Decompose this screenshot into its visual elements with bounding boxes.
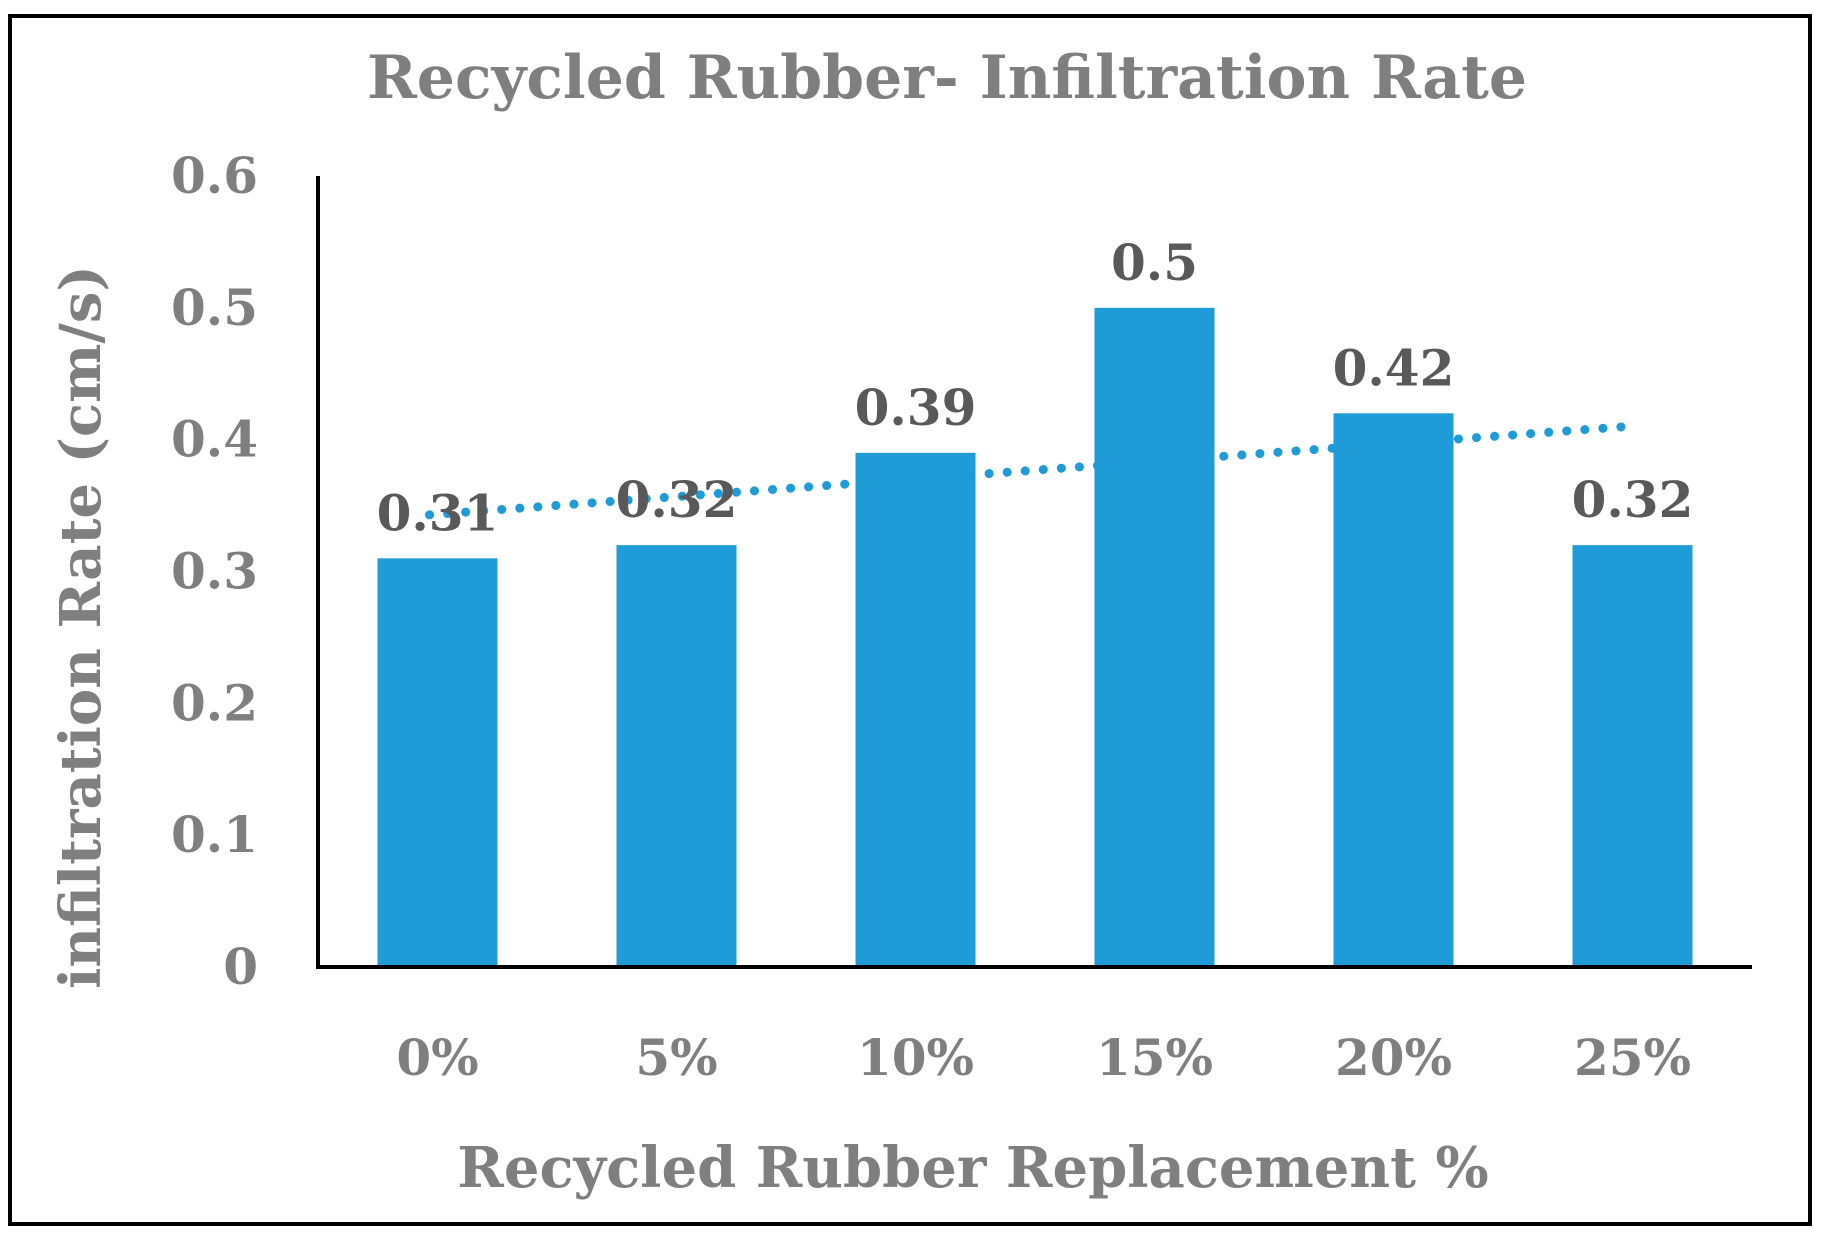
trendline: [425, 421, 1632, 520]
bar-2: [855, 452, 976, 968]
bar-5: [1572, 545, 1693, 967]
bars-group: [377, 307, 1693, 968]
x-tick-label-3: 15%: [1096, 1028, 1213, 1087]
data-labels-group: 0.31 0.32 0.39 0.5 0.42 0.32: [377, 233, 1694, 542]
bar-1: [616, 545, 737, 967]
y-tick-label-6: 0.6: [171, 146, 258, 205]
y-tick-label-5: 0.5: [171, 278, 258, 337]
bar-0: [377, 558, 498, 967]
x-tick-label-4: 20%: [1335, 1028, 1452, 1087]
bar-3: [1094, 307, 1215, 967]
data-label-2: 0.39: [855, 378, 977, 437]
bar-4: [1333, 413, 1454, 967]
x-tick-labels-group: 0% 5% 10% 15% 20% 25%: [396, 1028, 1691, 1087]
x-tick-label-5: 25%: [1574, 1028, 1691, 1087]
data-label-1: 0.32: [616, 470, 738, 529]
x-tick-label-2: 10%: [857, 1028, 974, 1087]
y-tick-label-4: 0.4: [171, 410, 258, 469]
data-label-3: 0.5: [1111, 233, 1198, 292]
data-label-4: 0.42: [1333, 338, 1455, 397]
chart-title: Recycled Rubber- Infiltration Rate: [367, 43, 1527, 113]
data-label-5: 0.32: [1572, 470, 1694, 529]
x-tick-label-1: 5%: [635, 1028, 717, 1087]
y-tick-label-2: 0.2: [171, 673, 258, 732]
x-axis-title: Recycled Rubber Replacement %: [457, 1135, 1488, 1201]
y-tick-labels-group: 0 0.1 0.2 0.3 0.4 0.5 0.6: [171, 146, 258, 996]
data-label-0: 0.31: [377, 483, 499, 542]
y-tick-label-3: 0.3: [171, 542, 258, 601]
x-tick-label-0: 0%: [396, 1028, 478, 1087]
y-axis-title: infiltration Rate (cm/s): [48, 265, 114, 989]
y-tick-label-0: 0: [223, 937, 258, 996]
trendline-group: [425, 421, 1632, 520]
y-tick-label-1: 0.1: [171, 805, 258, 864]
